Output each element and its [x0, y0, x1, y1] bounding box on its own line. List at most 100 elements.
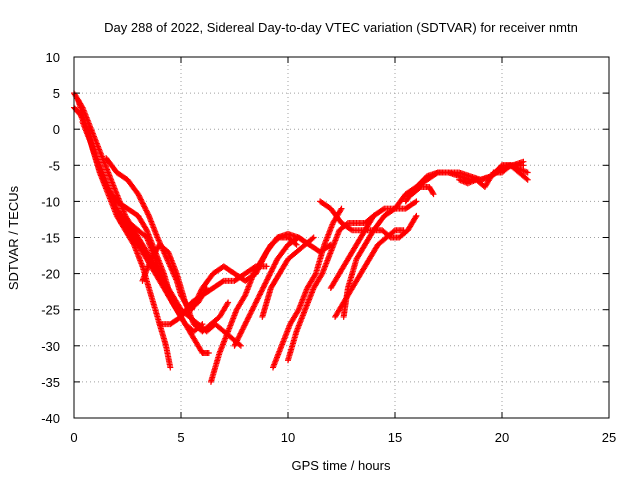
data-point: [270, 262, 277, 269]
data-point: [138, 197, 145, 204]
data-point: [246, 311, 253, 318]
data-point: [238, 329, 245, 336]
data-point: [234, 337, 241, 344]
data-point: [235, 334, 242, 341]
data-point: [205, 350, 212, 357]
data-point: [266, 271, 273, 278]
axis-ticks: 0 5 10 15 20 25 -40 -35 -30 -25 -20 -15 -10 -5 0 5 10: [41, 50, 616, 445]
y-tick-label: 10: [46, 50, 60, 65]
data-point: [262, 279, 269, 286]
data-point: [225, 299, 232, 306]
data-point: [256, 292, 263, 299]
data-point: [413, 198, 420, 205]
data-point: [188, 306, 195, 313]
data-point: [310, 234, 317, 241]
data-point: [270, 264, 277, 271]
data-point: [195, 293, 202, 300]
data-point: [144, 210, 151, 217]
data-point: [251, 302, 258, 309]
data-point: [413, 212, 420, 219]
data-point: [268, 268, 275, 275]
data-point: [262, 280, 269, 287]
data-point: [380, 206, 387, 213]
data-point: [275, 235, 282, 242]
series-track-23: [499, 162, 531, 183]
data-point: [232, 341, 239, 348]
data-point: [192, 298, 199, 305]
data-point: [139, 199, 146, 206]
data-point: [272, 260, 279, 267]
y-tick-label: -25: [41, 303, 60, 318]
data-point: [130, 240, 137, 247]
data-point: [242, 319, 249, 326]
data-point: [263, 277, 270, 284]
data-point: [268, 266, 275, 273]
data-point: [269, 265, 276, 272]
data-point: [254, 296, 261, 303]
data-point: [192, 299, 199, 306]
data-point: [244, 315, 251, 322]
data-point: [194, 295, 201, 302]
y-tick-label: -10: [41, 194, 60, 209]
series-track-18: [340, 212, 420, 320]
data-point: [412, 199, 419, 206]
data-point: [240, 325, 247, 332]
y-tick-label: 0: [53, 122, 60, 137]
data-point: [196, 290, 203, 297]
data-point: [240, 323, 247, 330]
data-point: [141, 204, 148, 211]
data-point: [318, 271, 325, 278]
x-tick-label: 15: [388, 430, 402, 445]
y-axis-label: SDTVAR / TECUs: [6, 185, 21, 290]
data-point: [271, 261, 278, 268]
data-point: [244, 317, 251, 324]
data-point: [258, 287, 265, 294]
data-point: [266, 272, 273, 279]
data-point: [253, 298, 260, 305]
y-tick-label: -30: [41, 339, 60, 354]
data-point: [294, 308, 301, 315]
data-point: [137, 196, 144, 203]
data-point: [234, 336, 241, 343]
data-point: [242, 321, 249, 328]
data-point: [219, 278, 226, 285]
data-point: [243, 318, 250, 325]
data-point: [258, 288, 265, 295]
data-point: [348, 226, 355, 233]
y-tick-label: -5: [48, 158, 60, 173]
data-point: [250, 304, 257, 311]
data-point: [257, 290, 264, 297]
series-track-12: [259, 234, 317, 320]
data-point: [224, 300, 231, 307]
data-point: [190, 302, 197, 309]
data-point: [429, 189, 436, 196]
data-point: [139, 200, 146, 207]
x-tick-label: 25: [602, 430, 616, 445]
data-point: [252, 300, 259, 307]
data-point: [189, 305, 196, 312]
data-point: [263, 263, 270, 270]
data-point: [260, 284, 267, 291]
x-tick-label: 20: [495, 430, 509, 445]
data-point: [190, 303, 197, 310]
data-point: [142, 225, 149, 232]
data-point: [250, 303, 257, 310]
data-point: [386, 233, 393, 240]
y-tick-label: -35: [41, 375, 60, 390]
data-point: [238, 327, 245, 334]
data-point: [237, 342, 244, 349]
data-point: [524, 176, 531, 183]
data-point: [390, 228, 397, 235]
data-point: [241, 322, 248, 329]
y-tick-label: -40: [41, 411, 60, 426]
data-point: [248, 307, 255, 314]
data-point: [193, 297, 200, 304]
data-point: [135, 191, 142, 198]
chart-title: Day 288 of 2022, Sidereal Day-to-day VTE…: [104, 20, 578, 35]
data-point: [309, 235, 316, 242]
data-point: [261, 281, 268, 288]
data-point: [237, 330, 244, 337]
data-point: [241, 293, 248, 300]
data-point: [236, 333, 243, 340]
